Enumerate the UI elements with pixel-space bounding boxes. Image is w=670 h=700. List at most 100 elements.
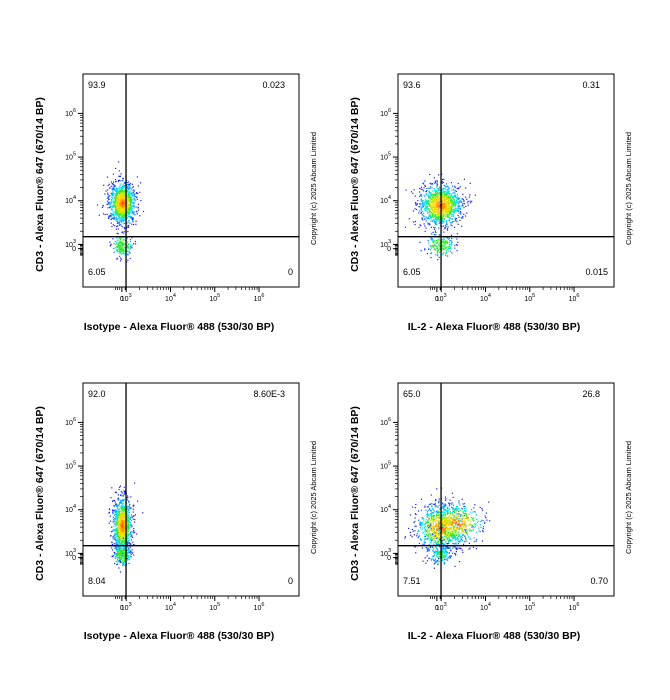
event-dot <box>426 217 428 219</box>
event-dot <box>454 244 456 246</box>
event-dot <box>120 202 122 204</box>
event-dot <box>131 534 133 536</box>
event-dot <box>116 225 118 228</box>
event-dot <box>114 553 116 555</box>
event-dot <box>436 526 438 528</box>
event-dot <box>429 196 431 199</box>
event-dot <box>120 246 122 248</box>
event-dot <box>121 216 123 218</box>
event-dot <box>121 249 123 251</box>
event-dot <box>110 181 112 183</box>
event-dot <box>130 200 132 202</box>
event-dot <box>443 237 445 239</box>
event-dot <box>441 530 443 532</box>
event-dot <box>428 192 430 194</box>
event-dot <box>122 537 124 539</box>
event-dot <box>127 259 129 261</box>
event-dot <box>117 245 119 247</box>
event-dot <box>431 505 433 507</box>
event-dot <box>127 241 129 243</box>
event-dot <box>426 206 429 208</box>
event-dot <box>439 247 441 249</box>
event-dot <box>420 211 422 214</box>
event-dot <box>122 549 124 551</box>
event-dot <box>452 512 454 514</box>
event-dot <box>429 182 431 184</box>
event-dot <box>449 240 451 242</box>
event-dot <box>417 200 419 202</box>
event-dot <box>119 247 122 249</box>
event-dot <box>115 199 117 201</box>
event-dot <box>134 199 136 201</box>
event-dot <box>119 544 121 546</box>
event-dot <box>112 192 114 194</box>
event-dot <box>108 215 110 217</box>
event-dot <box>446 201 448 203</box>
event-dot <box>124 490 126 493</box>
event-dot <box>472 526 474 528</box>
event-dot <box>466 198 468 200</box>
event-dot <box>119 217 121 219</box>
event-dot <box>132 532 134 534</box>
y-axis-label: CD3 - Alexa Fluor® 647 (670/14 BP) <box>349 97 361 272</box>
event-dot <box>123 542 125 544</box>
event-dot <box>425 562 427 564</box>
event-dot <box>112 197 114 200</box>
event-dot <box>449 208 451 210</box>
event-dot <box>121 514 124 516</box>
event-dot <box>116 533 118 535</box>
event-dot <box>127 558 129 560</box>
event-dot <box>414 517 416 519</box>
event-dot <box>119 550 121 552</box>
event-dot <box>124 557 126 559</box>
event-dot <box>442 199 444 201</box>
event-dot <box>120 534 122 536</box>
event-dot <box>437 254 439 256</box>
event-dot <box>117 244 119 246</box>
event-dot <box>120 224 122 226</box>
event-dot <box>445 542 447 544</box>
event-dot <box>115 541 117 543</box>
event-dot <box>428 191 430 193</box>
event-dot <box>456 210 458 212</box>
event-dot <box>127 195 129 197</box>
event-dot <box>116 210 118 212</box>
event-dot <box>439 205 441 207</box>
event-dot <box>133 211 135 213</box>
event-dot <box>122 534 124 536</box>
event-dot <box>446 229 448 231</box>
event-dot <box>451 237 453 240</box>
event-dot <box>119 244 121 247</box>
event-dot <box>126 497 128 499</box>
event-dot <box>425 194 427 196</box>
event-dot <box>116 513 118 515</box>
event-dot <box>445 201 447 203</box>
event-dot <box>430 514 432 516</box>
event-dot <box>116 232 118 234</box>
event-dot <box>128 511 130 513</box>
event-dot <box>427 195 429 197</box>
event-dot <box>449 524 451 526</box>
event-dot <box>118 222 120 224</box>
event-dot <box>126 210 128 212</box>
event-dot <box>113 189 115 191</box>
event-dot <box>128 187 130 189</box>
event-dot <box>432 520 434 522</box>
event-dot <box>119 197 121 199</box>
event-dot <box>452 205 454 207</box>
event-dot <box>451 241 453 243</box>
y-tick-label: 103 <box>65 239 76 249</box>
event-dot <box>436 217 438 219</box>
event-dot <box>446 210 449 212</box>
event-dot <box>445 205 447 207</box>
event-dot <box>121 538 123 540</box>
event-dot <box>447 201 449 203</box>
event-dot <box>443 188 445 190</box>
event-dot <box>121 243 123 245</box>
event-dot <box>127 206 130 208</box>
event-dot <box>436 541 439 543</box>
event-dot <box>119 528 121 530</box>
event-dot <box>453 208 455 210</box>
event-dot <box>104 193 106 195</box>
event-dot <box>431 187 433 189</box>
